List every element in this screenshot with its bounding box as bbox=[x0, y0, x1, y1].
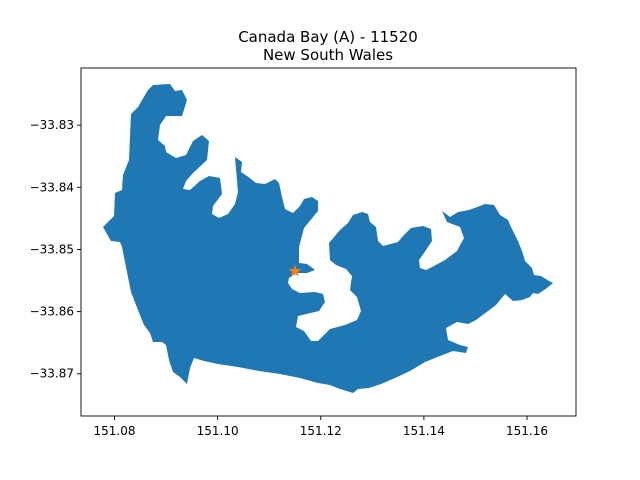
x-tick-label: 151.14 bbox=[403, 424, 445, 438]
plot-area bbox=[103, 84, 553, 393]
x-tick-label: 151.10 bbox=[197, 424, 239, 438]
x-tick-label: 151.12 bbox=[300, 424, 342, 438]
x-tick-label: 151.08 bbox=[94, 424, 136, 438]
region-polygon bbox=[103, 84, 553, 393]
y-tick-label: −33.85 bbox=[30, 242, 74, 256]
y-axis: −33.83 −33.84 −33.85 −33.86 −33.87 bbox=[30, 118, 81, 381]
y-tick-label: −33.84 bbox=[30, 180, 74, 194]
y-tick-label: −33.87 bbox=[30, 367, 74, 381]
x-axis: 151.08 151.10 151.12 151.14 151.16 bbox=[94, 416, 548, 438]
plot-frame bbox=[80, 67, 577, 417]
map-title: Canada Bay (A) - 11520 bbox=[238, 28, 418, 46]
location-marker-star bbox=[288, 264, 302, 277]
y-tick-label: −33.86 bbox=[30, 305, 74, 319]
map-subtitle: New South Wales bbox=[263, 46, 393, 64]
x-tick-label: 151.16 bbox=[506, 424, 548, 438]
y-tick-label: −33.83 bbox=[30, 118, 74, 132]
